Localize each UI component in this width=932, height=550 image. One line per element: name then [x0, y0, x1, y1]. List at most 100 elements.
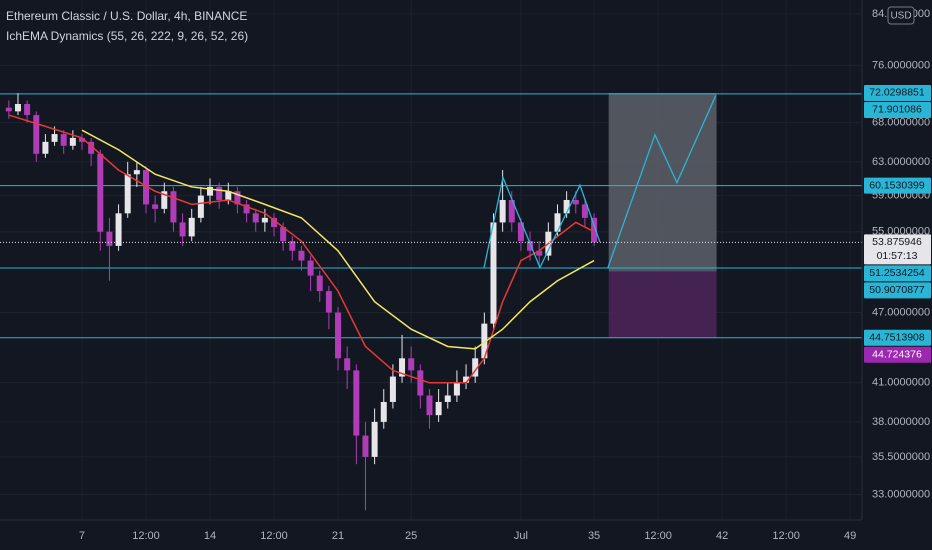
currency-label[interactable]: USD [890, 11, 911, 22]
line-price-label-box [864, 265, 931, 282]
x-tick-label: 14 [204, 530, 216, 542]
line-price-label: 71.901086 [872, 104, 922, 116]
x-tick-label: 12:00 [132, 530, 160, 542]
candle-body [261, 217, 268, 223]
candle-body [271, 217, 278, 228]
x-tick-label: 35 [588, 530, 600, 542]
stop-zone [608, 271, 717, 339]
candle-body [69, 137, 76, 146]
candle-body [591, 217, 598, 243]
candle-body [33, 115, 40, 154]
ema-line [81, 129, 595, 350]
entry-price-label: 50.9070877 [869, 284, 925, 296]
countdown-label: 01:57:13 [877, 250, 918, 262]
candle-body [280, 227, 287, 242]
candle-body [344, 358, 351, 371]
candle-body [243, 204, 250, 214]
line-price-label-box [864, 329, 931, 346]
currency-badge[interactable] [887, 6, 915, 25]
candle-body [453, 382, 460, 396]
price-labels: 72.0298851 71.901086 60.1530399 53.875946 01… [864, 84, 931, 363]
plot [0, 92, 862, 511]
y-tick-label: 47.0000000 [872, 306, 930, 318]
candle-body [408, 358, 415, 371]
x-tick-label: 42 [716, 530, 728, 542]
x-tick-label: 21 [332, 530, 344, 542]
x-tick-label: 7 [79, 530, 85, 542]
candle-body [124, 174, 131, 214]
line-price-label: 44.7513908 [869, 332, 925, 344]
profit-zone [608, 92, 717, 272]
candle-body [289, 241, 296, 251]
line-price-label-box [864, 101, 931, 118]
candle-body [554, 213, 561, 232]
candle-body [563, 199, 570, 214]
y-tick-label: 41.0000000 [872, 377, 930, 389]
candle-body [572, 199, 579, 205]
candle-body [42, 141, 49, 154]
candle-body [14, 104, 21, 112]
x-tick-label: 12:00 [260, 530, 288, 542]
stop-price-label-box [864, 346, 931, 363]
candle-body [499, 199, 506, 223]
candle-body [399, 358, 406, 377]
target-price-label: 72.0298851 [869, 87, 925, 99]
x-tick-label: 25 [405, 530, 417, 542]
y-tick-label: 68.0000000 [872, 116, 930, 128]
candle-body [51, 134, 58, 142]
candle-body [527, 241, 534, 251]
y-tick-label: 76.0000000 [872, 59, 930, 71]
candle-body [142, 170, 149, 205]
ema-line [8, 114, 595, 384]
candle-body [24, 104, 31, 116]
candle-body [490, 222, 497, 324]
candle-body [435, 401, 442, 416]
candle-body [133, 170, 140, 175]
target-price-label-box [864, 84, 931, 101]
chart-title: Ethereum Classic / U.S. Dollar, 4h, BINA… [6, 9, 247, 23]
candle-body [426, 395, 433, 416]
candle-body [106, 231, 113, 246]
candle-body [115, 213, 122, 246]
entry-price-label-box [864, 282, 931, 299]
candle-body [335, 312, 342, 359]
pattern-drawing [607, 95, 717, 268]
line-price-label: 60.1530399 [869, 179, 925, 191]
candle-body [362, 435, 369, 457]
candle-body [307, 260, 314, 276]
candle-body [380, 401, 387, 422]
candle-body [417, 370, 424, 396]
candle-body [197, 195, 204, 218]
last-price-label-box [864, 234, 931, 265]
grid [0, 0, 862, 520]
candle-body [353, 370, 360, 436]
candle-body [371, 421, 378, 457]
candle-body [188, 217, 195, 237]
y-tick-label: 35.5000000 [872, 451, 930, 463]
last-price-label: 53.875946 [872, 236, 922, 248]
stop-price-label: 44.724376 [872, 349, 922, 361]
candle-body [508, 199, 515, 223]
candle-body [463, 376, 470, 383]
line-price-label-box [864, 177, 931, 194]
y-tick-label: 38.0000000 [872, 416, 930, 428]
candle-body [234, 191, 241, 205]
candle-body [325, 291, 332, 313]
candle-body [472, 358, 479, 377]
candle-body [517, 222, 524, 242]
candle-body [152, 204, 159, 209]
candle-body [216, 186, 223, 200]
candle-body [78, 137, 85, 142]
candle-body [536, 250, 543, 256]
x-tick-label: 49 [844, 530, 856, 542]
pattern-drawing [483, 175, 601, 270]
x-tick-label: 12:00 [644, 530, 672, 542]
y-tick-label: 33.0000000 [872, 488, 930, 500]
candle-body [170, 191, 177, 223]
candle-body [207, 186, 214, 196]
candle-body [481, 323, 488, 359]
candle-body [88, 141, 95, 154]
